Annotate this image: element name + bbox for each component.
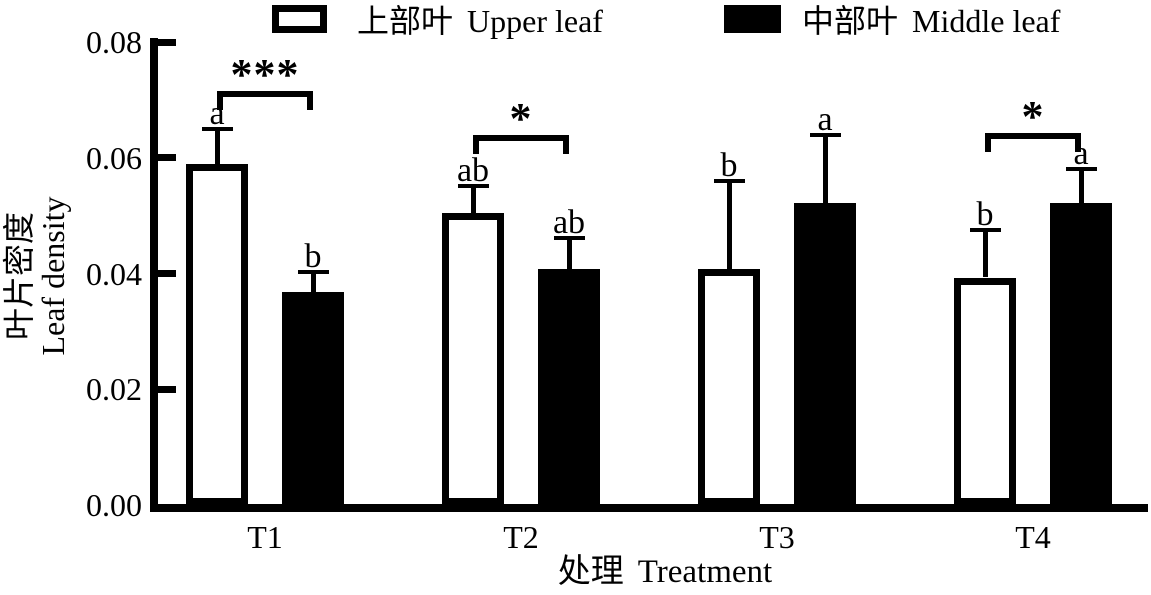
- legend-swatch-upper-leaf: [272, 5, 327, 33]
- y-tick-label-0.08: 0.08: [86, 24, 142, 60]
- legend-upper-zh: 上部叶: [357, 3, 454, 39]
- error-line-upper-T4: [983, 230, 988, 277]
- legend-upper-en: Upper leaf: [467, 3, 603, 39]
- legend: 上部叶 Upper leaf 中部叶 Middle leaf: [0, 0, 1151, 50]
- error-line-upper-T3: [727, 181, 732, 269]
- legend-middle-zh: 中部叶: [802, 3, 899, 39]
- bar-upper-T1: [186, 164, 248, 505]
- error-line-middle-T2: [567, 238, 572, 270]
- bar-upper-T3: [698, 269, 760, 505]
- sig-bracket-right-T1: [307, 91, 313, 110]
- x-axis-title-en: Treatment: [637, 554, 773, 590]
- x-category-label-T1: T1: [247, 519, 283, 555]
- bar-upper-T4: [954, 278, 1016, 505]
- legend-label-upper-leaf: 上部叶 Upper leaf: [357, 2, 603, 40]
- error-cap-middle-T2: [554, 236, 585, 240]
- x-category-label-T3: T3: [759, 519, 795, 555]
- y-tick-0.06: [158, 154, 176, 161]
- y-axis-title-zh: 叶片密度: [1, 211, 37, 341]
- x-category-label-T2: T2: [503, 519, 539, 555]
- sig-bracket-left-T4: [985, 133, 991, 152]
- error-line-upper-T2: [471, 186, 476, 213]
- bar-middle-T1: [282, 292, 344, 505]
- sig-star-T1: ***: [230, 50, 300, 99]
- error-cap-middle-T4: [1066, 167, 1097, 171]
- sig-letter-middle-T1: b: [304, 238, 322, 275]
- error-cap-upper-T4: [970, 228, 1001, 232]
- bar-middle-T2: [538, 269, 600, 505]
- sig-letter-middle-T4: a: [1073, 135, 1089, 172]
- error-line-middle-T4: [1079, 169, 1084, 203]
- x-axis-title-zh: 处理: [557, 554, 624, 590]
- y-tick-0.08: [158, 39, 176, 46]
- sig-letter-upper-T2: ab: [456, 152, 490, 189]
- x-axis-line: [150, 504, 1148, 512]
- error-line-middle-T1: [311, 272, 316, 292]
- sig-star-T2: *: [509, 94, 533, 143]
- y-tick-label-0.02: 0.02: [86, 371, 142, 407]
- sig-bracket-left-T2: [473, 135, 479, 154]
- y-tick-0.02: [158, 386, 176, 393]
- y-tick-0.04: [158, 270, 176, 277]
- legend-swatch-middle-leaf: [724, 5, 781, 33]
- sig-letter-middle-T2: ab: [552, 204, 586, 241]
- error-line-upper-T1: [215, 129, 220, 164]
- legend-middle-en: Middle leaf: [912, 3, 1061, 39]
- y-tick-label-0.06: 0.06: [86, 140, 142, 176]
- sig-letter-middle-T3: a: [817, 101, 833, 138]
- error-cap-middle-T1: [298, 270, 329, 274]
- legend-label-middle-leaf: 中部叶 Middle leaf: [802, 2, 1060, 40]
- sig-bracket-h-T1: [217, 91, 313, 97]
- bar-upper-T2: [442, 213, 504, 505]
- y-tick-label-0.00: 0.00: [86, 487, 142, 523]
- x-axis-title: 处理 Treatment: [425, 554, 905, 590]
- sig-bracket-right-T2: [563, 135, 569, 154]
- error-cap-upper-T3: [714, 179, 745, 183]
- sig-bracket-h-T2: [473, 135, 569, 141]
- sig-bracket-left-T1: [217, 91, 223, 110]
- error-cap-upper-T2: [458, 184, 489, 188]
- error-cap-upper-T1: [202, 127, 233, 131]
- x-category-label-T4: T4: [1015, 519, 1051, 555]
- sig-letter-upper-T4: b: [976, 196, 994, 233]
- error-cap-middle-T3: [810, 133, 841, 137]
- y-axis-line: [150, 38, 158, 512]
- sig-star-T4: *: [1021, 92, 1045, 141]
- sig-letter-upper-T3: b: [720, 147, 738, 184]
- bar-middle-T4: [1050, 203, 1112, 505]
- y-tick-label-0.04: 0.04: [86, 256, 142, 292]
- sig-bracket-h-T4: [985, 133, 1081, 139]
- bar-middle-T3: [794, 203, 856, 505]
- error-line-middle-T3: [823, 135, 828, 203]
- sig-bracket-right-T4: [1075, 133, 1081, 152]
